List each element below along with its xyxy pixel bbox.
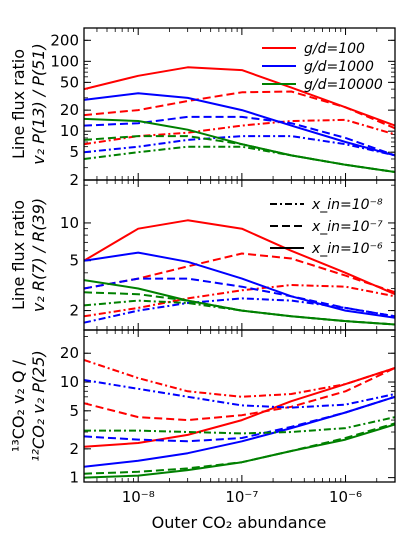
series-line-gd1000-xin1e-6 xyxy=(84,395,395,468)
y-tick-label: 10 xyxy=(60,122,79,140)
series-line-gd1000-xin1e-6 xyxy=(84,251,395,319)
y-axis-title-line2: v₂ P(13) / P(51) xyxy=(29,43,48,165)
y-tick-label: 2 xyxy=(69,171,79,189)
series-line-gd100-xin1e-7 xyxy=(84,90,395,130)
y-tick-label: 10 xyxy=(60,373,79,391)
y-axis-title-line2: v₂ R(7) / R(39) xyxy=(29,198,48,312)
y-axis-title-line1: Line flux ratio xyxy=(9,49,28,159)
series-line-gd100-xin1e-6 xyxy=(84,367,395,448)
y-tick-label: 50 xyxy=(60,73,79,91)
panel-top: 2 5 10 20 50 100 200 Line flux ratio v₂ P(13) / … xyxy=(9,27,396,189)
y-tick-label: 20 xyxy=(60,101,79,119)
chart-legends: g/d=100 g/d=1000 g/d=10000 x_in=10⁻⁸ x_in=10… xyxy=(262,41,383,257)
y-tick-label: 5 xyxy=(69,252,79,270)
panel-middle: 2 5 10 Line flux ratio v₂ R(7) / R(39) xyxy=(9,179,396,331)
x-tick-label: 10⁻⁷ xyxy=(225,488,258,506)
series-line-gd100-xin1e-7 xyxy=(84,367,395,422)
series-line-gd100-xin1e-8 xyxy=(84,359,395,398)
series-line-gd1000-xin1e-6 xyxy=(84,92,395,157)
x-axis-title: Outer CO₂ abundance xyxy=(152,513,327,532)
series-line-gd1000-xin1e-8 xyxy=(84,297,395,324)
legend-label-gd: g/d=10000 xyxy=(304,77,383,93)
x-tick-label: 10⁻⁸ xyxy=(122,488,155,506)
legend-label-xin: x_in=10⁻⁷ xyxy=(311,219,383,235)
y-tick-label: 5 xyxy=(69,143,79,161)
y-tick-label: 10 xyxy=(60,214,79,232)
y-tick-label: 20 xyxy=(60,344,79,362)
panel-bottom: 1 2 5 10 20 ¹³CO₂ v₂ Q / ¹²CO₂ v₂ P(25) xyxy=(9,329,396,487)
series-line-gd1000-xin1e-7 xyxy=(84,115,395,157)
series-line-gd100-xin1e-8 xyxy=(84,284,395,318)
series-line-gd10000-xin1e-7 xyxy=(84,291,395,326)
legend-label-gd: g/d=100 xyxy=(304,41,365,57)
y-tick-label: 2 xyxy=(69,440,79,458)
panel-frame xyxy=(83,329,396,483)
y-tick-label: 2 xyxy=(69,302,79,320)
series-line-gd100-xin1e-6 xyxy=(84,219,395,296)
legend-label-gd: g/d=1000 xyxy=(304,59,374,75)
x-tick-label: 10⁻⁶ xyxy=(329,488,362,506)
series-line-gd1000-xin1e-7 xyxy=(84,277,395,318)
series-line-gd10000-xin1e-7 xyxy=(84,422,395,475)
series-group xyxy=(84,359,395,479)
y-tick-label: 5 xyxy=(69,402,79,420)
series-line-gd10000-xin1e-7 xyxy=(84,135,395,173)
y-tick-label: 100 xyxy=(50,52,79,70)
legend-label-xin: x_in=10⁻⁶ xyxy=(311,241,383,257)
series-group xyxy=(84,219,395,326)
y-axis-title-line1: ¹³CO₂ v₂ Q / xyxy=(9,359,28,452)
series-line-gd10000-xin1e-8 xyxy=(84,145,395,173)
y-tick-label: 1 xyxy=(69,469,79,487)
series-line-gd1000-xin1e-7 xyxy=(84,395,395,443)
series-group xyxy=(84,66,395,173)
series-line-gd10000-xin1e-8 xyxy=(84,416,395,435)
legend-label-xin: x_in=10⁻⁸ xyxy=(311,197,383,213)
y-tick-label: 200 xyxy=(50,31,79,49)
y-axis-title-line1: Line flux ratio xyxy=(9,200,28,310)
y-axis-title-line2: ¹²CO₂ v₂ P(25) xyxy=(29,350,48,462)
series-line-gd100-xin1e-8 xyxy=(84,118,395,146)
